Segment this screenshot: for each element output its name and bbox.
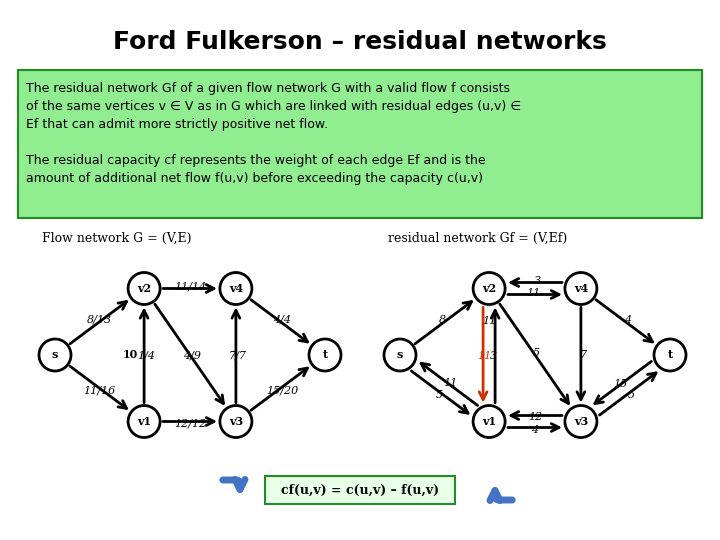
Circle shape <box>309 339 341 371</box>
Text: 8: 8 <box>439 315 446 325</box>
Text: v1: v1 <box>482 416 496 427</box>
Text: v2: v2 <box>482 283 496 294</box>
Text: cf(u,v) = c(u,v) – f(u,v): cf(u,v) = c(u,v) – f(u,v) <box>281 483 439 496</box>
Text: t: t <box>323 349 328 361</box>
Circle shape <box>128 406 160 437</box>
Text: 4: 4 <box>531 425 539 435</box>
Text: Ef that can admit more strictly positive net flow.: Ef that can admit more strictly positive… <box>26 118 328 131</box>
Circle shape <box>128 273 160 305</box>
Text: 4/4: 4/4 <box>274 315 292 325</box>
Circle shape <box>473 273 505 305</box>
Text: 4: 4 <box>624 315 631 325</box>
Text: 4/9: 4/9 <box>183 350 201 360</box>
Circle shape <box>565 273 597 305</box>
Text: The residual capacity cf represents the weight of each edge Ef and is the: The residual capacity cf represents the … <box>26 154 485 167</box>
Text: Ford Fulkerson – residual networks: Ford Fulkerson – residual networks <box>113 30 607 54</box>
Circle shape <box>565 406 597 437</box>
Text: 7: 7 <box>580 350 587 360</box>
Text: 12/12: 12/12 <box>174 418 206 429</box>
Text: 7/7: 7/7 <box>229 350 247 360</box>
Text: Flow network G = (V,E): Flow network G = (V,E) <box>42 232 192 245</box>
Circle shape <box>220 273 252 305</box>
Text: t: t <box>667 349 672 361</box>
Text: 12: 12 <box>528 413 542 422</box>
Text: 3: 3 <box>490 351 498 361</box>
Text: v3: v3 <box>574 416 588 427</box>
Text: 5: 5 <box>436 390 443 400</box>
FancyBboxPatch shape <box>18 70 702 218</box>
FancyBboxPatch shape <box>265 476 455 504</box>
Text: of the same vertices v ∈ V as in G which are linked with residual edges (u,v) ∈: of the same vertices v ∈ V as in G which… <box>26 100 521 113</box>
Text: 8/13: 8/13 <box>87 315 112 325</box>
Text: 11/14: 11/14 <box>174 281 206 292</box>
Text: 11/16: 11/16 <box>84 385 116 395</box>
Text: s: s <box>52 349 58 361</box>
Text: v4: v4 <box>229 283 243 294</box>
Circle shape <box>473 406 505 437</box>
Text: 3: 3 <box>534 276 541 287</box>
Text: v2: v2 <box>137 283 151 294</box>
Text: 5: 5 <box>627 390 634 400</box>
Text: 5: 5 <box>532 348 539 357</box>
Text: v1: v1 <box>137 416 151 427</box>
Text: s: s <box>397 349 403 361</box>
Text: 11: 11 <box>477 351 492 361</box>
Text: 10: 10 <box>122 349 138 361</box>
Circle shape <box>384 339 416 371</box>
Text: 11: 11 <box>482 316 496 327</box>
Text: v4: v4 <box>574 283 588 294</box>
Text: 15: 15 <box>613 380 627 389</box>
Text: v3: v3 <box>229 416 243 427</box>
Text: 11: 11 <box>526 288 540 299</box>
Text: 1/4: 1/4 <box>137 350 155 360</box>
Circle shape <box>654 339 686 371</box>
Text: The residual network Gf of a given flow network G with a valid flow f consists: The residual network Gf of a given flow … <box>26 82 510 95</box>
Text: residual network Gf = (V,Ef): residual network Gf = (V,Ef) <box>388 232 567 245</box>
Circle shape <box>220 406 252 437</box>
Text: amount of additional net flow f(u,v) before exceeding the capacity c(u,v): amount of additional net flow f(u,v) bef… <box>26 172 483 185</box>
Circle shape <box>39 339 71 371</box>
Text: 11: 11 <box>443 379 457 388</box>
Text: 15/20: 15/20 <box>266 385 299 395</box>
